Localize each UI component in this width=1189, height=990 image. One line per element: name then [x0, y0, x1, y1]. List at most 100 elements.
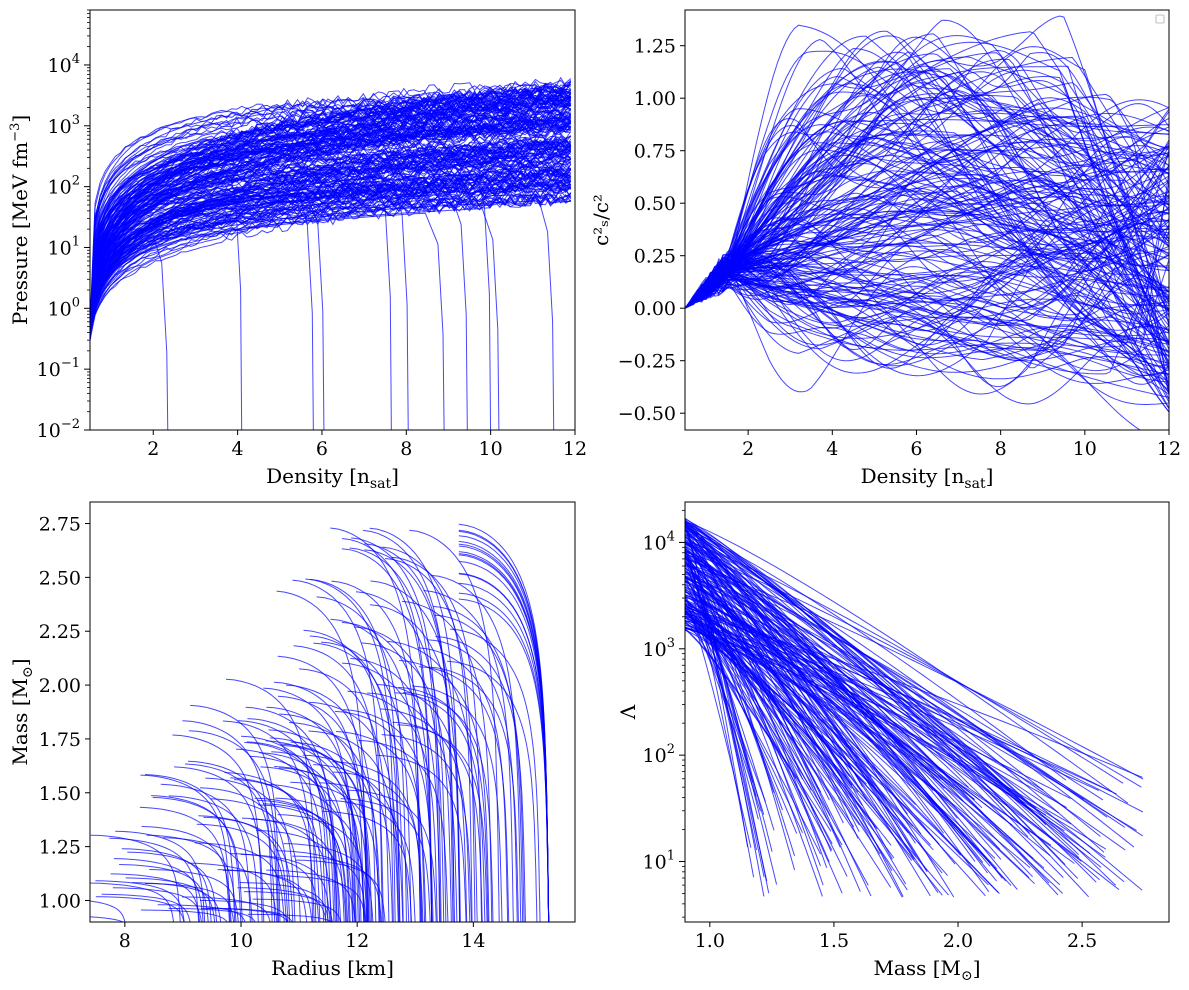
y-tick-label: −0.50 [618, 403, 676, 425]
eos-curve [685, 599, 1082, 862]
eos-curve [90, 900, 126, 922]
x-tick-label: 1.0 [695, 930, 725, 952]
eos-curve [325, 799, 416, 922]
eos-curve [685, 580, 822, 793]
eos-curve [198, 815, 289, 922]
eos-curve [685, 270, 1169, 337]
eos-curve [685, 608, 766, 802]
eos-curve [685, 198, 1169, 309]
eos-curve [90, 145, 571, 334]
eos-curve [95, 896, 185, 922]
eos-curve [685, 56, 1169, 309]
eos-curve [149, 869, 239, 922]
eos-curve [90, 834, 181, 922]
eos-curve [685, 191, 1169, 395]
eos-curve [685, 216, 1169, 356]
eos-curve [685, 38, 1169, 353]
eos-curve [109, 837, 200, 922]
eos-curve [90, 78, 571, 331]
eos-curve [685, 117, 1169, 413]
eos-curve [224, 772, 315, 922]
legend-box [1155, 14, 1165, 24]
y-tick-label: 0.50 [634, 193, 676, 215]
eos-curve [151, 795, 242, 922]
eos-curve [247, 718, 338, 922]
y-tick-label: 101 [643, 849, 675, 874]
eos-curve [333, 771, 424, 922]
y-axis-label: Pressure [MeV fm−3] [8, 115, 32, 325]
eos-curve [249, 755, 340, 922]
eos-curve [316, 596, 407, 922]
eos-curve [434, 614, 525, 922]
eos-curve [90, 90, 572, 329]
y-tick-label: 103 [48, 113, 80, 138]
eos-curve [353, 626, 445, 922]
eos-curve [168, 795, 259, 922]
eos-curve [685, 274, 1169, 339]
eos-curve [277, 655, 369, 922]
eos-curve [685, 267, 1169, 346]
y-axis-label: Λ [616, 704, 640, 720]
eos-curve [685, 243, 1169, 331]
eos-curve [90, 200, 555, 430]
eos-curve [90, 94, 571, 323]
eos-curve [458, 572, 550, 922]
eos-curve [152, 797, 243, 922]
eos-curve [290, 781, 381, 922]
eos-curve [685, 620, 1113, 793]
eos-curve [685, 617, 948, 802]
eos-curve [685, 535, 984, 863]
eos-curve [370, 580, 461, 922]
eos-curve [685, 558, 1143, 891]
eos-curve [90, 183, 409, 430]
x-tick-label: 10 [479, 438, 503, 460]
eos-curve [112, 887, 202, 922]
eos-curve [685, 599, 908, 891]
eos-curve [308, 701, 400, 922]
eos-curve [295, 859, 386, 922]
eos-curve [685, 41, 1169, 344]
eos-curve [376, 683, 468, 922]
eos-curve [247, 913, 333, 922]
eos-curve [685, 271, 1169, 330]
plot-frame [89, 9, 576, 431]
eos-curve [685, 278, 1169, 369]
eos-curve [196, 823, 287, 922]
eos-curve [685, 225, 1169, 309]
eos-curve [685, 264, 1169, 332]
eos-curve [309, 579, 401, 922]
eos-curve [266, 869, 356, 922]
eos-curve [321, 641, 412, 922]
eos-curve [409, 529, 500, 922]
y-tick-label: 0.00 [634, 298, 676, 320]
y-axis-label: Mass [M⊙] [8, 658, 36, 765]
eos-curve [115, 830, 206, 922]
curves-group [90, 76, 572, 430]
y-tick-label: 2.50 [39, 567, 81, 589]
eos-curve [379, 708, 471, 922]
eos-curve [90, 188, 572, 335]
eos-curve [355, 591, 447, 922]
eos-curve [685, 518, 1089, 898]
eos-curve [90, 102, 571, 331]
eos-curve [685, 523, 1117, 886]
y-tick-label: 102 [48, 174, 80, 199]
eos-curve [685, 168, 1169, 309]
eos-curve [685, 271, 1169, 361]
x-tick-label: 4 [232, 438, 244, 460]
eos-curve [131, 882, 222, 922]
eos-curve [172, 734, 263, 922]
x-tick-label: 2 [147, 438, 159, 460]
eos-curve [685, 521, 1079, 879]
y-tick-label: 104 [48, 52, 80, 77]
eos-curve [685, 15, 1169, 309]
eos-curve [125, 877, 216, 922]
eos-curve [280, 743, 371, 922]
eos-curve [391, 556, 483, 922]
eos-curve [302, 754, 393, 922]
eos-curve [188, 760, 279, 922]
eos-curve [187, 862, 278, 922]
eos-curve [90, 173, 492, 430]
x-tick-label: 10 [229, 930, 253, 952]
y-tick-label: 1.00 [634, 88, 676, 110]
